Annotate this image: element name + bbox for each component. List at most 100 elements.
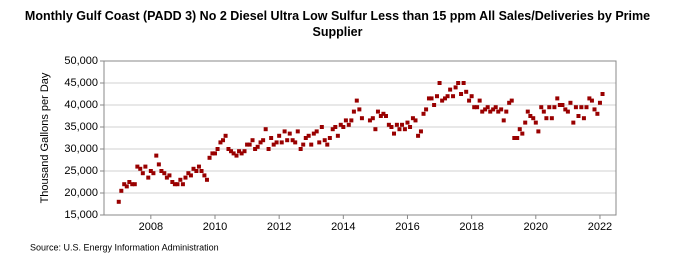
point	[333, 125, 338, 129]
point	[383, 114, 388, 118]
y-tick-label: 45,000	[64, 77, 98, 89]
point	[180, 182, 185, 187]
point	[359, 116, 364, 121]
point	[162, 171, 167, 176]
point	[170, 180, 175, 184]
point	[285, 138, 290, 143]
point	[389, 125, 394, 129]
point	[346, 122, 351, 127]
point	[507, 100, 512, 105]
point	[119, 188, 124, 193]
point	[191, 166, 196, 171]
point	[357, 107, 362, 112]
point	[172, 182, 177, 187]
point	[525, 109, 530, 114]
point	[467, 98, 472, 103]
point	[589, 98, 594, 103]
point	[426, 96, 431, 101]
point	[536, 129, 541, 134]
point	[587, 96, 592, 101]
point	[341, 125, 346, 129]
x-tick-label: 2020	[524, 221, 548, 233]
point	[231, 151, 236, 156]
point	[448, 87, 453, 92]
point	[349, 118, 354, 123]
source-note: Source: U.S. Energy Information Administ…	[30, 242, 219, 252]
point	[325, 142, 330, 147]
point	[186, 171, 191, 176]
point	[298, 147, 303, 151]
point	[245, 142, 250, 147]
point	[327, 136, 332, 140]
point	[282, 129, 287, 134]
point	[138, 166, 143, 171]
point	[199, 169, 204, 173]
point	[247, 142, 252, 147]
point	[592, 107, 597, 112]
point	[405, 120, 410, 125]
y-tick-label: 25,000	[64, 165, 98, 177]
point	[375, 109, 380, 114]
point	[351, 109, 356, 114]
point	[146, 175, 151, 180]
point	[477, 98, 482, 103]
point	[122, 182, 127, 187]
point	[338, 122, 343, 127]
y-tick-label: 50,000	[64, 55, 98, 67]
point	[258, 140, 263, 145]
point	[416, 133, 421, 138]
point	[277, 133, 282, 138]
point	[303, 136, 308, 140]
point	[568, 100, 573, 105]
point	[330, 127, 335, 132]
point	[581, 116, 586, 121]
point	[175, 182, 180, 187]
y-tick-label: 35,000	[64, 121, 98, 133]
point	[483, 107, 488, 112]
point	[210, 151, 215, 156]
point	[221, 138, 226, 143]
point	[309, 142, 314, 147]
point	[496, 109, 501, 114]
point	[443, 96, 448, 101]
point	[402, 127, 407, 132]
point	[274, 140, 279, 145]
point	[528, 114, 533, 118]
point	[322, 138, 327, 143]
point	[159, 169, 164, 173]
y-tick-label: 40,000	[64, 99, 98, 111]
point	[207, 155, 212, 160]
point	[354, 98, 359, 103]
point	[290, 138, 295, 143]
point	[317, 140, 322, 145]
point	[151, 171, 156, 176]
point	[255, 144, 260, 149]
point	[531, 116, 536, 121]
point	[154, 153, 159, 158]
point	[440, 98, 445, 103]
point	[178, 177, 183, 182]
point	[539, 105, 544, 110]
point	[215, 147, 220, 151]
point	[250, 138, 255, 143]
point	[418, 129, 423, 134]
point	[301, 142, 306, 147]
point	[552, 105, 557, 110]
chart-title: Monthly Gulf Coast (PADD 3) No 2 Diesel …	[24, 9, 651, 39]
point	[400, 122, 405, 127]
point	[261, 138, 266, 143]
point	[343, 118, 348, 123]
point	[148, 169, 153, 173]
point	[266, 147, 271, 151]
point	[229, 149, 234, 154]
x-tick-label: 2008	[139, 221, 163, 233]
point	[565, 109, 570, 114]
point	[475, 105, 480, 110]
point	[378, 114, 383, 118]
point	[437, 81, 442, 85]
point	[140, 171, 145, 176]
point	[499, 107, 504, 112]
point	[456, 81, 461, 85]
point	[461, 81, 466, 85]
